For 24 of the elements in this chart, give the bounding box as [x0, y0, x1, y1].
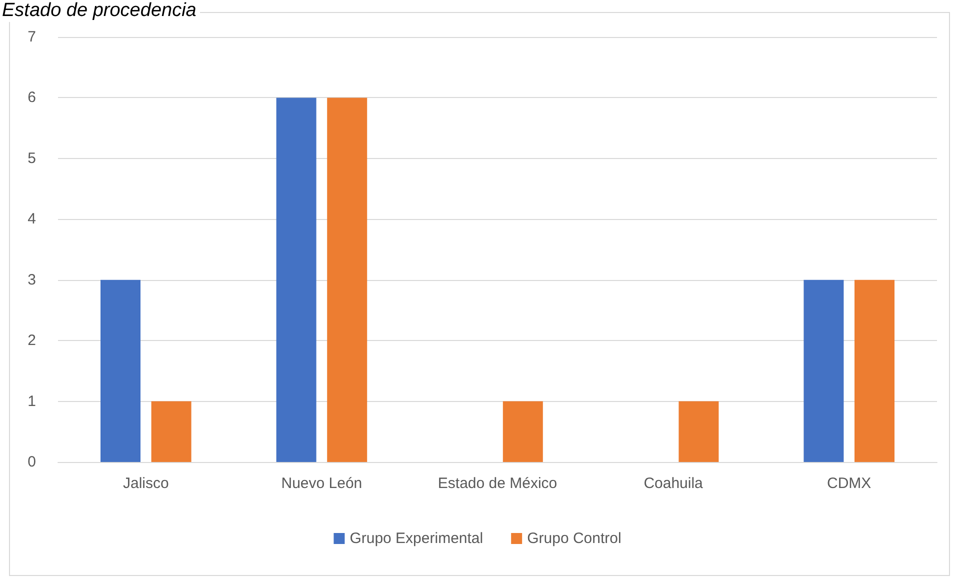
x-tick-label: Estado de México — [438, 475, 558, 492]
y-tick-label: 2 — [28, 332, 36, 350]
bar — [276, 98, 316, 462]
y-tick-label: 1 — [28, 392, 36, 410]
bar — [327, 98, 368, 462]
bar — [854, 280, 894, 462]
x-tick-label: Coahuila — [644, 475, 704, 492]
legend-label: Grupo Control — [527, 530, 622, 547]
y-tick-label: 6 — [28, 89, 36, 106]
x-tick-label: CDMX — [827, 475, 872, 492]
y-tick-label: 7 — [28, 28, 36, 46]
legend-label: Grupo Experimental — [350, 530, 484, 547]
bar — [151, 401, 192, 462]
y-tick-label: 0 — [28, 454, 36, 470]
bar — [678, 401, 719, 462]
y-tick-label: 5 — [28, 150, 36, 167]
bar — [100, 280, 140, 462]
bar — [502, 401, 543, 462]
chart-title: Estado de procedencia — [2, 0, 200, 22]
bar — [804, 280, 844, 462]
y-tick-label: 4 — [28, 210, 36, 228]
x-tick-label: Jalisco — [122, 475, 169, 492]
x-tick-label: Nuevo León — [281, 475, 362, 492]
y-tick-label: 3 — [28, 271, 36, 288]
